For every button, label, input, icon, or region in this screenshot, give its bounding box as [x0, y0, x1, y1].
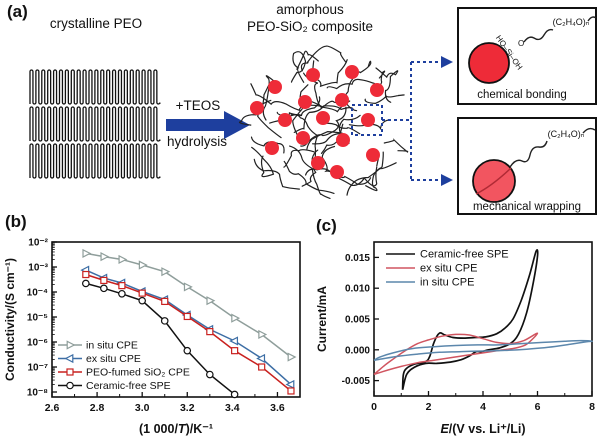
svg-text:2: 2	[426, 401, 432, 413]
cv-curve-ex-situ-cpe	[373, 332, 539, 376]
legend-c: Ceramic-free SPE ex situ CPE in situ CPE	[386, 249, 509, 289]
silica-particle-dot	[361, 113, 375, 127]
svg-text:3.6: 3.6	[270, 402, 285, 414]
legend-item: Ceramic-free SPE	[386, 249, 509, 261]
silica-particle	[468, 42, 510, 84]
cv-chart: 0 2 4 6 8 -0.005 0.000 0.005 0.010 0.015 E/(V vs. …	[315, 241, 595, 436]
amorphous-title-line1: amorphous	[276, 2, 344, 17]
svg-text:in situ CPE: in situ CPE	[420, 277, 474, 289]
silica-particle-dot	[278, 113, 292, 127]
svg-text:Ceramic-free SPE: Ceramic-free SPE	[420, 249, 509, 261]
svg-text:0.005: 0.005	[345, 315, 370, 326]
svg-text:3.0: 3.0	[135, 402, 150, 414]
arrow-top-label: +TEOS	[176, 98, 221, 113]
svg-text:10⁻⁸: 10⁻⁸	[27, 388, 48, 399]
panel-a-label: (a)	[7, 2, 28, 21]
silica-particle-dot	[250, 101, 264, 115]
peo-chain-tail	[587, 16, 597, 22]
panel-b-label: (b)	[5, 212, 27, 231]
svg-text:10⁻³: 10⁻³	[28, 263, 48, 274]
axis-c: 0 2 4 6 8 -0.005 0.000 0.005 0.010 0.015	[342, 241, 595, 413]
legend-item: ex situ CPE	[58, 353, 141, 365]
chemical-bonding-inset: HO–Si–OH O (C₂H₄O)ₙ chemical bonding	[457, 7, 597, 105]
yaxis-label-c: Current/mA	[315, 286, 329, 352]
legend-item: in situ CPE	[58, 340, 138, 352]
silica-particle-dot	[335, 93, 349, 107]
svg-text:3.4: 3.4	[225, 402, 240, 414]
svg-text:ex situ CPE: ex situ CPE	[86, 353, 141, 365]
svg-text:10⁻⁶: 10⁻⁶	[27, 338, 48, 349]
svg-text:10⁻⁵: 10⁻⁵	[27, 313, 48, 324]
silica-particle-dot	[336, 133, 350, 147]
crystalline-lamellae-drawing	[29, 69, 161, 179]
silica-particle-dot	[296, 131, 310, 145]
xaxis-label-c: E/(V vs. Li⁺/Li)	[440, 422, 525, 436]
cv-curve-ceramic-free-spe	[401, 249, 539, 391]
wrapping-chain-over-particle	[475, 167, 512, 195]
chemical-bonding-caption: chemical bonding	[477, 89, 567, 101]
peo-chain-2-tail	[582, 127, 596, 134]
svg-text:2.8: 2.8	[90, 402, 105, 414]
linker-o-label: O	[518, 39, 524, 48]
dashed-connector	[351, 61, 441, 181]
svg-text:-0.005: -0.005	[342, 376, 371, 387]
silica-particle-dot	[345, 65, 359, 79]
reaction-arrow	[166, 111, 250, 139]
svg-text:0.010: 0.010	[345, 284, 370, 295]
silica-particle-dot	[330, 165, 344, 179]
silica-particle-dot	[268, 80, 282, 94]
svg-text:in situ CPE: in situ CPE	[86, 340, 138, 352]
svg-text:PEO-fumed SiO₂ CPE: PEO-fumed SiO₂ CPE	[86, 367, 190, 379]
svg-text:2.6: 2.6	[45, 402, 60, 414]
peo-formula: (C₂H₄O)ₙ	[553, 17, 590, 27]
svg-text:0.015: 0.015	[345, 253, 370, 264]
svg-text:ex situ CPE: ex situ CPE	[420, 263, 477, 275]
silica-particle-dot	[370, 83, 384, 97]
silica-particle-dot	[306, 68, 320, 82]
series-peo-fumed-sio₂-cpe	[82, 270, 295, 395]
yaxis-label-b: Conductivity/(S cm⁻¹)	[3, 258, 17, 381]
axis-b: 2.6 2.8 3.0 3.2 3.4 3.6 10⁻² 10⁻³ 10⁻⁴ 10⁻⁵ 10⁻⁶ 10…	[27, 238, 301, 414]
silica-particle-dot	[311, 156, 325, 170]
silica-particle-dot	[316, 111, 330, 125]
peo-chain-2	[509, 140, 548, 168]
amorphous-composite-drawing	[238, 45, 409, 199]
series-ceramic-free-spe	[82, 279, 239, 399]
svg-text:10⁻⁷: 10⁻⁷	[27, 363, 48, 374]
silica-particle-dot	[298, 95, 312, 109]
svg-text:Ceramic-free SPE: Ceramic-free SPE	[86, 380, 171, 392]
svg-text:4: 4	[480, 401, 486, 413]
peo-chain	[523, 28, 554, 43]
xaxis-label-b: (1 000/T)/K⁻¹	[139, 422, 213, 436]
cv-curve-in-situ-cpe	[373, 339, 593, 362]
svg-text:0: 0	[371, 401, 377, 413]
silica-particle-dot	[265, 141, 279, 155]
svg-text:10⁻²: 10⁻²	[28, 238, 48, 249]
peo-formula-2: (C₂H₄O)ₙ	[548, 129, 585, 139]
svg-text:8: 8	[589, 401, 595, 413]
svg-text:3.2: 3.2	[180, 402, 195, 414]
svg-text:0.000: 0.000	[345, 345, 370, 356]
arrow-bottom-label: hydrolysis	[167, 134, 227, 149]
legend-item: ex situ CPE	[386, 263, 477, 275]
conductivity-chart: 2.6 2.8 3.0 3.2 3.4 3.6 10⁻² 10⁻³ 10⁻⁴ 10⁻⁵ 10⁻⁶ 10…	[3, 238, 301, 436]
svg-text:6: 6	[535, 401, 541, 413]
silica-particle-wrapped	[472, 159, 516, 203]
panel-c-label: (c)	[316, 216, 337, 235]
amorphous-title-line2: PEO-SiO₂ composite	[247, 19, 373, 34]
legend-item: Ceramic-free SPE	[58, 380, 171, 392]
mechanical-wrapping-inset: (C₂H₄O)ₙ mechanical wrapping	[457, 117, 597, 215]
legend-item: PEO-fumed SiO₂ CPE	[58, 367, 190, 379]
silica-particle-dot	[366, 148, 380, 162]
panel-a-schematic: (a) crystalline PEO amorphous PEO-SiO₂ c…	[7, 2, 597, 215]
mechanical-wrapping-caption: mechanical wrapping	[473, 201, 581, 213]
dashed-arrowhead-bottom	[441, 174, 453, 186]
svg-text:10⁻⁴: 10⁻⁴	[27, 288, 48, 299]
series-in-situ-cpe	[82, 248, 297, 362]
legend-item: in situ CPE	[386, 277, 474, 289]
dashed-arrowhead-top	[441, 56, 453, 68]
crystalline-peo-title: crystalline PEO	[50, 16, 142, 31]
